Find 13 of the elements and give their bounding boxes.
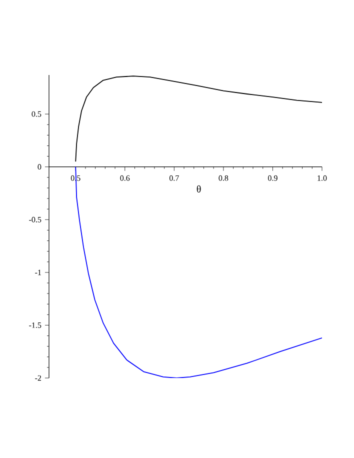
y-tick-label: 0.5 (32, 111, 42, 117)
y-tick-label: 0 (38, 164, 42, 170)
y-tick-label: -0.5 (29, 216, 42, 222)
x-tick-label: 0.9 (268, 175, 278, 181)
line-series (75, 76, 322, 162)
x-tick-label: 0.7 (169, 175, 179, 181)
y-tick-label: -1 (35, 270, 41, 276)
x-tick-label: 0.8 (218, 175, 228, 181)
x-tick-label: 1.0 (318, 175, 327, 181)
x-tick-label: 0.6 (120, 175, 130, 181)
y-tick-label: -2 (35, 375, 42, 381)
y-tick-label: -1.5 (29, 322, 42, 328)
x-axis-title: θ (196, 185, 201, 192)
